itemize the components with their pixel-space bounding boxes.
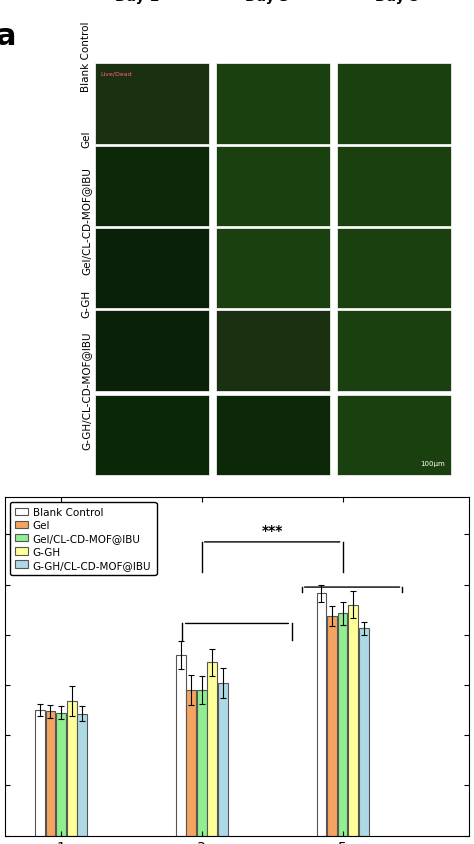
Text: Gel/CL-CD-MOF@IBU: Gel/CL-CD-MOF@IBU [81,167,91,275]
Text: G-GH: G-GH [81,289,91,317]
Text: Day 5: Day 5 [375,0,419,4]
FancyBboxPatch shape [337,229,451,309]
Bar [337,614,347,836]
Text: ***: *** [262,523,283,538]
FancyBboxPatch shape [216,64,330,144]
Text: a: a [0,22,16,51]
Bar [56,712,66,836]
Bar [317,593,327,836]
FancyBboxPatch shape [216,229,330,309]
Legend: Blank Control, Gel, Gel/CL-CD-MOF@IBU, G-GH, G-GH/CL-CD-MOF@IBU: Blank Control, Gel, Gel/CL-CD-MOF@IBU, G… [10,502,156,575]
Bar [208,663,217,836]
FancyBboxPatch shape [337,396,451,476]
Text: G-GH/CL-CD-MOF@IBU: G-GH/CL-CD-MOF@IBU [81,331,91,449]
Bar [77,714,87,836]
Bar [186,690,196,836]
FancyBboxPatch shape [337,147,451,226]
FancyBboxPatch shape [216,311,330,391]
Text: Blank Control: Blank Control [81,21,91,92]
Text: Day 1: Day 1 [115,0,159,4]
Text: 100μm: 100μm [420,461,446,467]
Bar [359,629,369,836]
FancyBboxPatch shape [216,396,330,476]
FancyBboxPatch shape [95,229,209,309]
Bar [197,690,207,836]
FancyBboxPatch shape [95,64,209,144]
Text: Day 3: Day 3 [245,0,289,4]
Text: Gel: Gel [81,130,91,148]
FancyBboxPatch shape [95,396,209,476]
FancyBboxPatch shape [337,64,451,144]
Bar [67,701,76,836]
FancyBboxPatch shape [337,311,451,391]
Bar [35,710,45,836]
FancyBboxPatch shape [95,311,209,391]
Bar [176,655,186,836]
Bar [218,683,228,836]
Bar [46,711,55,836]
FancyBboxPatch shape [95,147,209,226]
FancyBboxPatch shape [216,147,330,226]
Text: Live/Dead: Live/Dead [100,71,132,76]
Bar [327,616,337,836]
Bar [348,605,358,836]
